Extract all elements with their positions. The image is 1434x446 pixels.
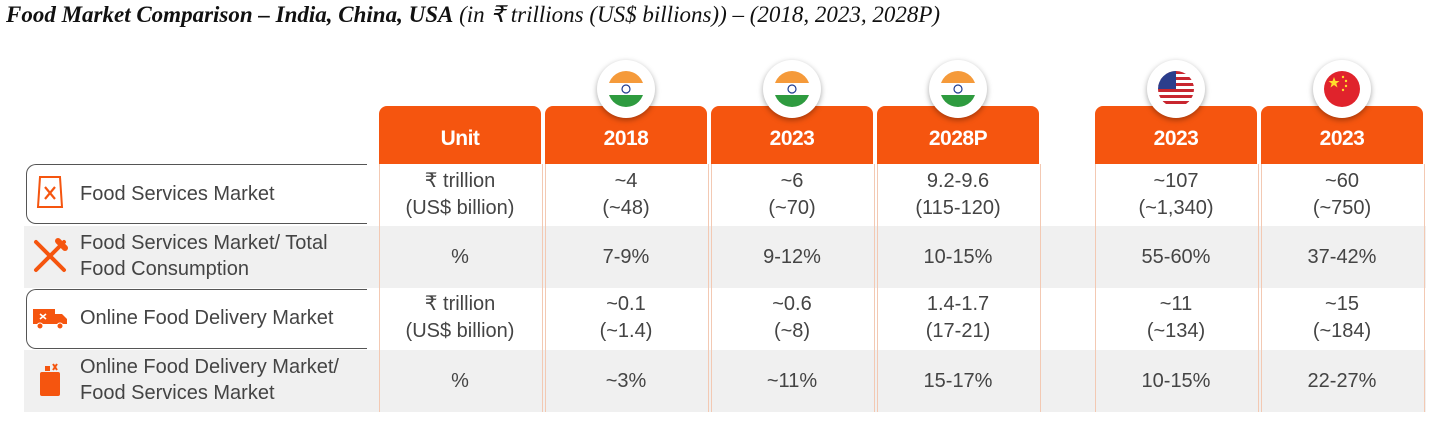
header-unit: Unit xyxy=(379,106,541,164)
row-label-line: Food Services Market xyxy=(80,382,275,404)
cell-line: (~8) xyxy=(773,320,811,342)
value-cell: 10-15% xyxy=(1095,350,1257,412)
row-label-frame-3 xyxy=(26,289,367,349)
value-cell: 55-60% xyxy=(1095,226,1257,288)
column-border-2023-india xyxy=(711,164,875,412)
cell-line: 37-42% xyxy=(1307,245,1377,268)
fork-knife-icon xyxy=(32,238,68,274)
india-flag-icon xyxy=(597,60,655,118)
cell-line: 9.2-9.6 xyxy=(926,170,990,192)
cell-line: (~70) xyxy=(768,197,816,219)
food-bag-icon xyxy=(32,174,68,210)
row-label: Online Food Delivery Market/ Food Servic… xyxy=(80,354,339,406)
row-label-line: Food Services Market/ Total xyxy=(80,232,328,254)
column-border-2028p xyxy=(877,164,1041,412)
cell-line: % xyxy=(451,245,469,268)
title-subtitle: (in ₹ trillions (US$ billions)) – (2018,… xyxy=(453,2,941,27)
cell-line: 9-12% xyxy=(763,245,821,268)
value-cell: ~4 (~48) xyxy=(545,166,707,224)
page-title: Food Market Comparison – India, China, U… xyxy=(6,0,940,30)
header-label: 2023 xyxy=(769,127,815,150)
cell-line: (US$ billion) xyxy=(405,320,515,342)
cell-line: 15-17% xyxy=(923,369,993,392)
cell-line: ~60 xyxy=(1325,170,1359,192)
header-label: Unit xyxy=(440,127,480,150)
value-cell: 37-42% xyxy=(1261,226,1423,288)
value-cell: ~15 (~184) xyxy=(1261,289,1423,347)
value-cell: ~107 (~1,340) xyxy=(1095,166,1257,224)
unit-cell: ₹ trillion (US$ billion) xyxy=(379,289,541,347)
unit-cell: % xyxy=(379,226,541,288)
value-cell: ~11% xyxy=(711,350,873,412)
cell-line: (US$ billion) xyxy=(405,197,515,219)
value-cell: 9.2-9.6 (115-120) xyxy=(877,166,1039,224)
value-cell: ~0.6 (~8) xyxy=(711,289,873,347)
cell-line: ₹ trillion xyxy=(424,293,496,315)
value-cell: 1.4-1.7 (17-21) xyxy=(877,289,1039,347)
row-band-4 xyxy=(24,350,1426,412)
cell-line: ~3% xyxy=(605,369,647,392)
cell-line: 1.4-1.7 xyxy=(926,293,990,315)
india-flag-icon xyxy=(763,60,821,118)
cell-line: ~107 xyxy=(1153,170,1199,192)
usa-flag-icon xyxy=(1147,60,1205,118)
cell-line: ~6 xyxy=(780,170,804,192)
value-cell: ~3% xyxy=(545,350,707,412)
value-cell: 9-12% xyxy=(711,226,873,288)
row-label: Food Services Market/ Total Food Consump… xyxy=(80,230,328,282)
row-label-line: Food Consumption xyxy=(80,258,249,280)
cell-line: 10-15% xyxy=(1141,369,1211,392)
value-cell: ~60 (~750) xyxy=(1261,166,1423,224)
cell-line: (~750) xyxy=(1312,197,1372,219)
cell-line: (~1,340) xyxy=(1138,197,1214,219)
cell-line: % xyxy=(451,369,469,392)
value-cell: 22-27% xyxy=(1261,350,1423,412)
value-cell: 7-9% xyxy=(545,226,707,288)
cell-line: ~4 xyxy=(614,170,638,192)
value-cell: 10-15% xyxy=(877,226,1039,288)
cell-line: (~134) xyxy=(1146,320,1206,342)
cell-line: 55-60% xyxy=(1141,245,1211,268)
cell-line: ~11 xyxy=(1159,293,1193,315)
header-label: 2023 xyxy=(1153,127,1199,150)
row-band-2 xyxy=(24,226,1426,288)
cell-line: 22-27% xyxy=(1307,369,1377,392)
row-label: Online Food Delivery Market xyxy=(80,307,334,329)
value-cell: ~11 (~134) xyxy=(1095,289,1257,347)
cell-line: ₹ trillion xyxy=(424,170,496,192)
cell-line: ~11% xyxy=(766,369,818,392)
cell-line: (~1.4) xyxy=(599,320,653,342)
cell-line: (17-21) xyxy=(925,320,991,342)
cell-line: (115-120) xyxy=(915,197,1001,219)
column-border-unit xyxy=(379,164,543,412)
india-flag-icon xyxy=(929,60,987,118)
row-label-line: Online Food Delivery Market/ xyxy=(80,356,339,378)
row-label: Food Services Market xyxy=(80,183,275,205)
title-bold: Food Market Comparison – India, China, U… xyxy=(6,2,454,27)
cell-line: (~184) xyxy=(1312,320,1372,342)
unit-cell: ₹ trillion (US$ billion) xyxy=(379,166,541,224)
delivery-bag-icon xyxy=(32,362,68,398)
unit-cell: % xyxy=(379,350,541,412)
column-border-2023-china xyxy=(1261,164,1425,412)
cell-line: 7-9% xyxy=(602,245,650,268)
column-border-2018 xyxy=(545,164,709,412)
value-cell: 15-17% xyxy=(877,350,1039,412)
column-border-2023-usa xyxy=(1095,164,1259,412)
cell-line: ~0.1 xyxy=(606,293,646,315)
cell-line: 10-15% xyxy=(923,245,993,268)
cell-line: (~48) xyxy=(602,197,650,219)
value-cell: ~6 (~70) xyxy=(711,166,873,224)
header-label: 2028P xyxy=(928,127,988,150)
cell-line: ~15 xyxy=(1325,293,1359,315)
header-label: 2023 xyxy=(1319,127,1365,150)
row-label-frame-1 xyxy=(26,164,367,224)
china-flag-icon xyxy=(1313,60,1371,118)
delivery-truck-icon xyxy=(32,300,68,336)
header-label: 2018 xyxy=(603,127,649,150)
value-cell: ~0.1 (~1.4) xyxy=(545,289,707,347)
cell-line: ~0.6 xyxy=(772,293,812,315)
